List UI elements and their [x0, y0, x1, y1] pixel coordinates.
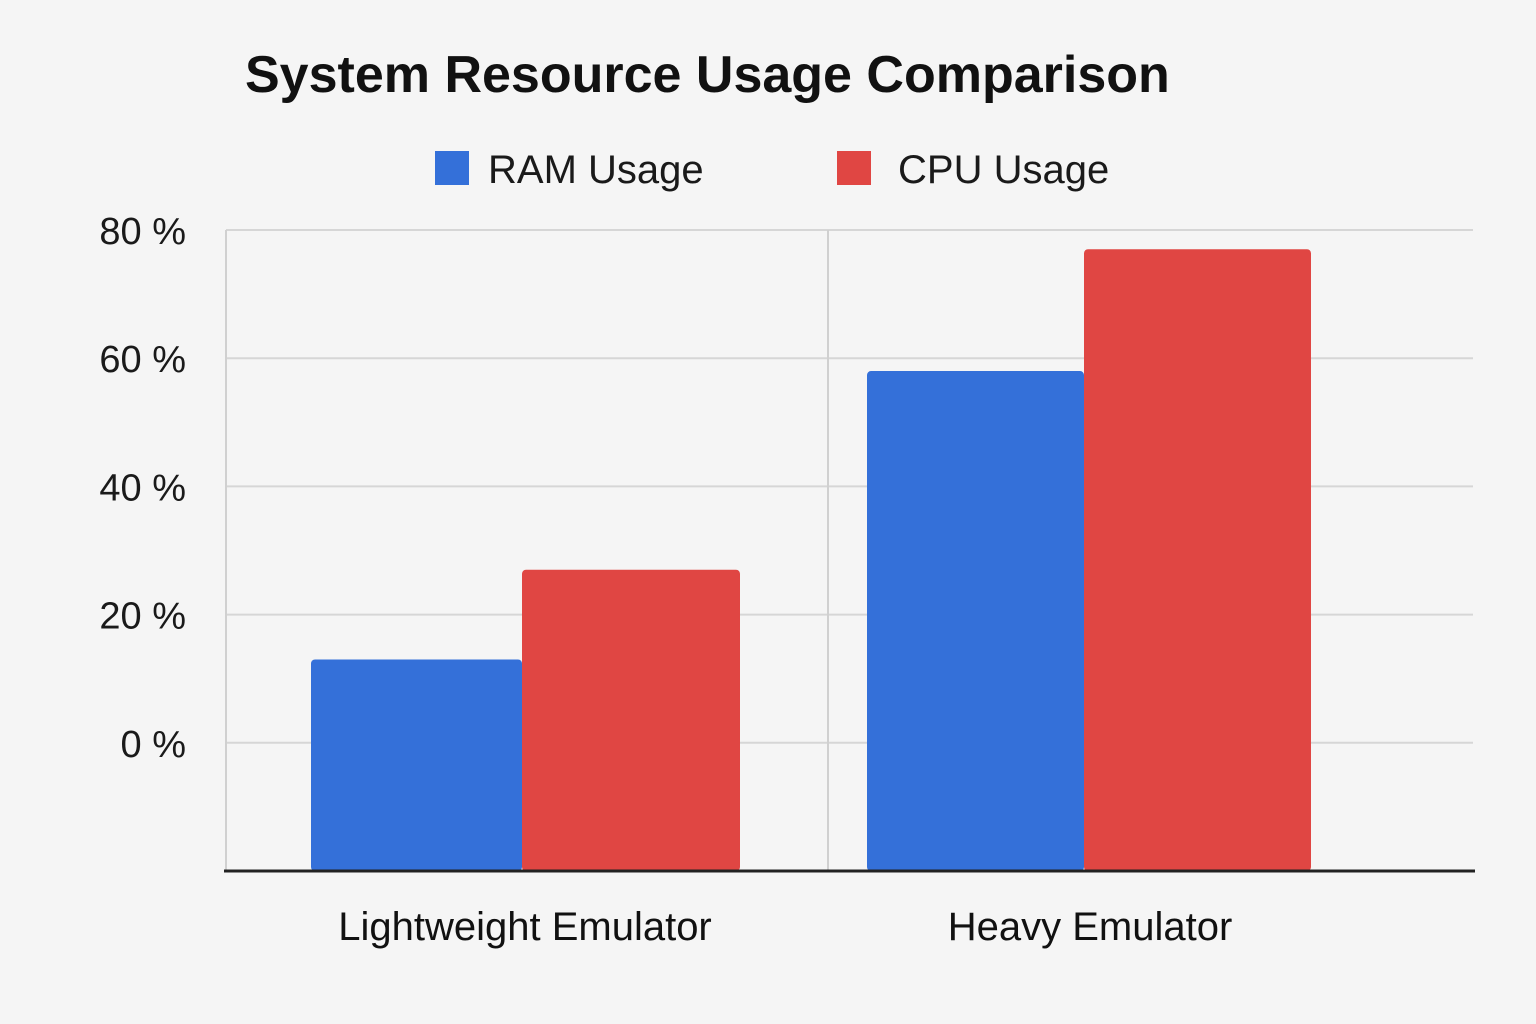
bar-cpu-0 [522, 569, 740, 871]
x-category-label-0: Lightweight Emulator [338, 905, 712, 949]
legend: RAM Usage CPU Usage [435, 148, 1109, 192]
legend-label-ram: RAM Usage [488, 148, 704, 192]
y-tick-label-1: 20 % [99, 596, 186, 638]
y-tick-label-4: 80 % [99, 211, 186, 253]
legend-swatch-ram [435, 151, 469, 185]
bar-ram-0 [311, 659, 522, 871]
bar-ram-1 [867, 371, 1084, 871]
bar-cpu-1 [1084, 249, 1311, 872]
y-tick-label-0: 0 % [121, 724, 186, 766]
y-tick-label-2: 40 % [99, 467, 186, 509]
y-tick-label-3: 60 % [99, 339, 186, 381]
legend-swatch-cpu [837, 151, 871, 185]
legend-label-cpu: CPU Usage [898, 148, 1109, 192]
chart-title: System Resource Usage Comparison [245, 46, 1170, 104]
plot-area: 0 % 20 % 40 % 60 % 80 % Lightweight Emulator H… [99, 211, 1475, 949]
x-category-label-1: Heavy Emulator [948, 905, 1233, 949]
